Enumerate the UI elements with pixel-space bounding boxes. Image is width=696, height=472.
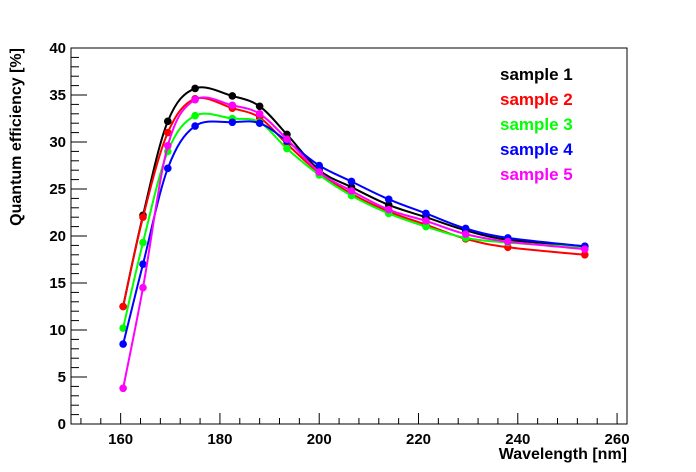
series-5-point <box>384 205 393 214</box>
y-tick-label: 10 <box>49 322 66 339</box>
series-4-point <box>422 209 430 218</box>
series-5-point <box>315 168 324 176</box>
series-group <box>119 84 589 393</box>
axis-ticks: 160 180 200 220 240 260 0 5 10 15 20 25 30 35 40 <box>49 40 629 448</box>
series-4-point <box>164 164 172 173</box>
legend-entry: sample 3 <box>500 115 573 134</box>
series-3-point <box>422 222 430 231</box>
series-2-point <box>119 302 127 311</box>
series-2-point <box>581 251 589 259</box>
series-2-point <box>139 213 147 221</box>
series-5-point <box>228 101 237 110</box>
y-tick-label: 20 <box>49 228 66 245</box>
y-axis-title: Quantum efficiency [%] <box>8 48 25 226</box>
series-4-point <box>119 340 127 348</box>
series-3-point <box>191 111 199 120</box>
series-4-point <box>255 119 264 127</box>
y-tick-label: 35 <box>49 87 66 104</box>
series-3-point <box>283 144 291 153</box>
x-tick-label: 220 <box>406 431 431 448</box>
series-5-point <box>461 230 470 238</box>
series-1-point <box>191 84 199 93</box>
series-1-point <box>228 92 237 100</box>
x-tick-label: 200 <box>307 431 332 448</box>
legend-entry: sample 2 <box>500 90 573 109</box>
x-tick-label: 240 <box>505 431 530 448</box>
y-tick-label: 5 <box>58 369 66 386</box>
x-tick-label: 260 <box>605 431 630 448</box>
series-5-point <box>164 141 172 150</box>
series-4-point <box>384 195 393 204</box>
y-tick-label: 15 <box>49 275 66 292</box>
legend-entry: sample 1 <box>500 65 573 84</box>
series-4-point <box>139 260 147 269</box>
series-1-point <box>255 102 264 111</box>
series-4-point <box>347 177 356 186</box>
x-tick-label: 160 <box>108 431 133 448</box>
x-axis-title: Wavelength [nm] <box>499 446 627 463</box>
series-5-point <box>581 245 589 253</box>
series-5-point <box>422 217 430 225</box>
series-4-point <box>228 118 237 127</box>
y-tick-label: 30 <box>49 134 66 151</box>
legend: sample 1 sample 2 sample 3 sample 4 sample 5 <box>500 65 573 184</box>
legend-entry: sample 4 <box>500 140 573 159</box>
series-5 <box>119 95 589 393</box>
series-5-point <box>347 187 356 195</box>
series-3-point <box>139 238 147 247</box>
y-tick-label: 40 <box>49 40 66 57</box>
series-5-point <box>283 135 291 143</box>
series-4-point <box>315 161 324 170</box>
x-tick-label: 180 <box>207 431 232 448</box>
y-tick-label: 25 <box>49 181 66 198</box>
series-4-point <box>461 224 470 233</box>
series-5-point <box>119 384 127 393</box>
series-5-point <box>255 110 264 118</box>
series-5-point <box>139 283 147 292</box>
series-2-point <box>164 128 172 137</box>
series-3-point <box>119 324 127 332</box>
series-5-point <box>504 237 512 246</box>
series-5-point <box>191 95 199 104</box>
series-1-point <box>164 117 172 126</box>
y-tick-label: 0 <box>58 416 66 433</box>
series-4-point <box>191 122 199 130</box>
legend-entry: sample 5 <box>500 165 573 184</box>
